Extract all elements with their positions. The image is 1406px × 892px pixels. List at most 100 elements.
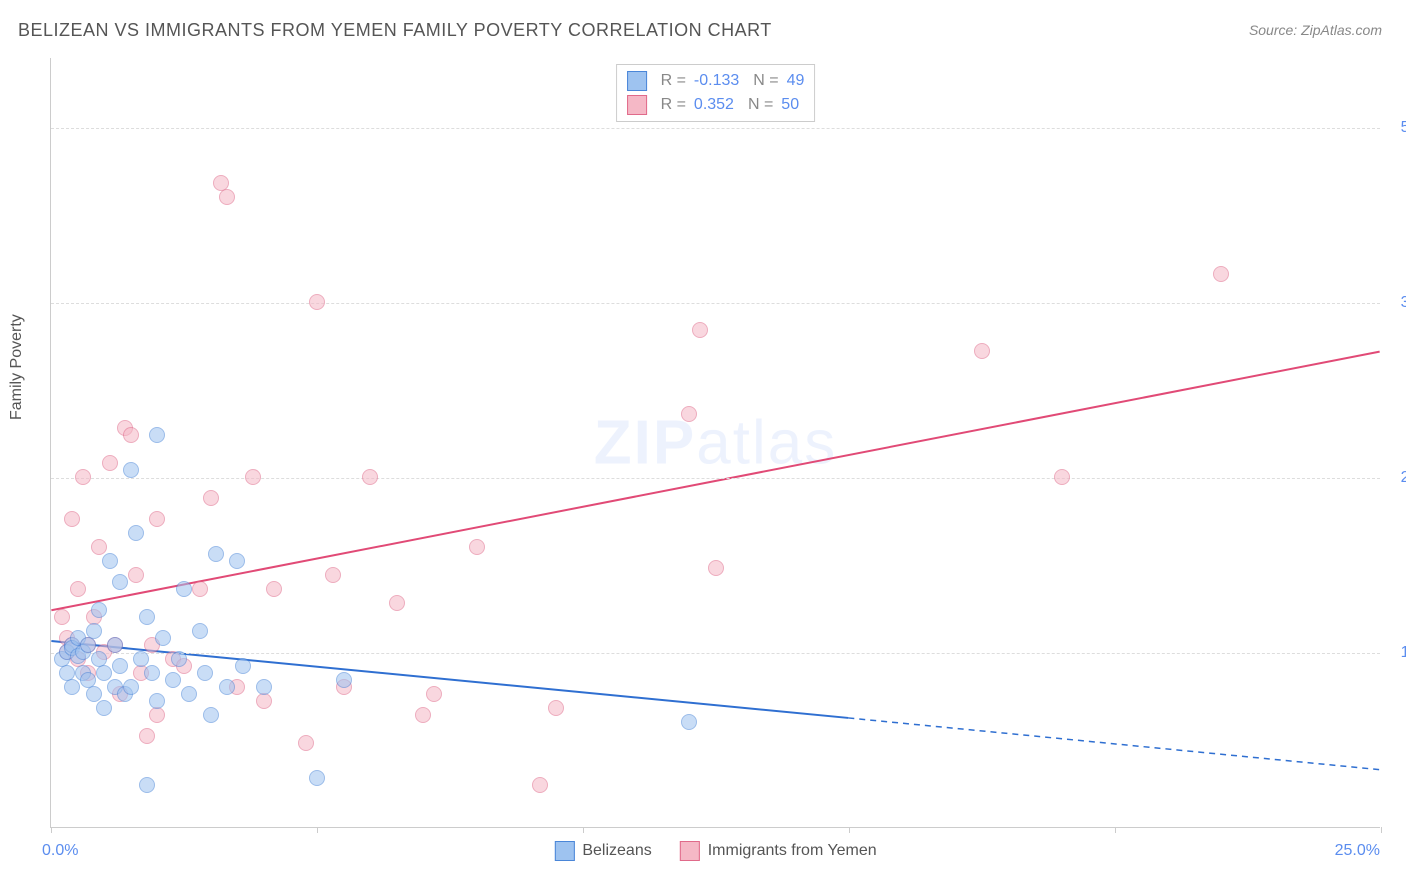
x-origin-label: 0.0% bbox=[42, 842, 78, 860]
scatter-point bbox=[102, 455, 118, 471]
legend-swatch-blue bbox=[627, 71, 647, 91]
scatter-point bbox=[80, 637, 96, 653]
scatter-point bbox=[102, 553, 118, 569]
scatter-point bbox=[70, 581, 86, 597]
gridline-h bbox=[51, 128, 1380, 129]
y-tick-label: 25.0% bbox=[1401, 469, 1406, 487]
legend-series: Belizeans Immigrants from Yemen bbox=[554, 841, 876, 861]
scatter-point bbox=[266, 581, 282, 597]
scatter-point bbox=[336, 672, 352, 688]
scatter-point bbox=[128, 567, 144, 583]
scatter-point bbox=[389, 595, 405, 611]
scatter-point bbox=[256, 679, 272, 695]
scatter-point bbox=[149, 427, 165, 443]
scatter-point bbox=[1213, 266, 1229, 282]
r-label: R = bbox=[661, 69, 686, 93]
scatter-point bbox=[64, 679, 80, 695]
y-tick-label: 12.5% bbox=[1401, 644, 1406, 662]
legend-swatch-blue-icon bbox=[554, 841, 574, 861]
scatter-point bbox=[86, 686, 102, 702]
chart-container: BELIZEAN VS IMMIGRANTS FROM YEMEN FAMILY… bbox=[0, 0, 1406, 892]
n-value-belizeans: 49 bbox=[787, 69, 805, 93]
source-attribution: Source: ZipAtlas.com bbox=[1249, 22, 1382, 38]
scatter-point bbox=[309, 770, 325, 786]
scatter-point bbox=[149, 707, 165, 723]
scatter-point bbox=[128, 525, 144, 541]
scatter-point bbox=[139, 777, 155, 793]
scatter-point bbox=[681, 406, 697, 422]
scatter-point bbox=[165, 672, 181, 688]
scatter-point bbox=[144, 665, 160, 681]
r-value-yemen: 0.352 bbox=[694, 93, 734, 117]
r-label: R = bbox=[661, 93, 686, 117]
scatter-point bbox=[681, 714, 697, 730]
scatter-point bbox=[91, 539, 107, 555]
scatter-point bbox=[176, 581, 192, 597]
scatter-point bbox=[203, 707, 219, 723]
x-tick bbox=[51, 827, 52, 833]
scatter-point bbox=[149, 693, 165, 709]
legend-item-belizeans: Belizeans bbox=[554, 841, 651, 861]
scatter-point bbox=[197, 665, 213, 681]
watermark: ZIPatlas bbox=[594, 407, 837, 478]
scatter-point bbox=[75, 469, 91, 485]
scatter-point bbox=[123, 679, 139, 695]
scatter-point bbox=[64, 511, 80, 527]
n-value-yemen: 50 bbox=[781, 93, 799, 117]
n-label: N = bbox=[748, 93, 773, 117]
y-tick-label: 50.0% bbox=[1401, 119, 1406, 137]
scatter-point bbox=[256, 693, 272, 709]
scatter-point bbox=[229, 553, 245, 569]
scatter-point bbox=[235, 658, 251, 674]
trend-line bbox=[848, 718, 1379, 770]
legend-swatch-pink bbox=[627, 95, 647, 115]
scatter-point bbox=[298, 735, 314, 751]
scatter-point bbox=[426, 686, 442, 702]
legend-stats: R = -0.133 N = 49 R = 0.352 N = 50 bbox=[616, 64, 816, 122]
scatter-point bbox=[107, 637, 123, 653]
scatter-point bbox=[192, 623, 208, 639]
scatter-point bbox=[203, 490, 219, 506]
scatter-point bbox=[86, 623, 102, 639]
scatter-point bbox=[208, 546, 224, 562]
trend-lines-svg bbox=[51, 58, 1380, 827]
scatter-point bbox=[219, 679, 235, 695]
x-tick bbox=[849, 827, 850, 833]
scatter-point bbox=[974, 343, 990, 359]
scatter-point bbox=[309, 294, 325, 310]
scatter-point bbox=[96, 665, 112, 681]
scatter-point bbox=[548, 700, 564, 716]
plot-area: ZIPatlas R = -0.133 N = 49 R = 0.352 N =… bbox=[50, 58, 1380, 828]
scatter-point bbox=[149, 511, 165, 527]
y-axis-label: Family Poverty bbox=[8, 314, 26, 420]
scatter-point bbox=[692, 322, 708, 338]
scatter-point bbox=[96, 700, 112, 716]
scatter-point bbox=[123, 462, 139, 478]
scatter-point bbox=[192, 581, 208, 597]
scatter-point bbox=[181, 686, 197, 702]
scatter-point bbox=[415, 707, 431, 723]
scatter-point bbox=[708, 560, 724, 576]
scatter-point bbox=[112, 658, 128, 674]
watermark-bold: ZIP bbox=[594, 408, 696, 477]
scatter-point bbox=[325, 567, 341, 583]
gridline-h bbox=[51, 303, 1380, 304]
x-tick bbox=[317, 827, 318, 833]
r-value-belizeans: -0.133 bbox=[694, 69, 739, 93]
scatter-point bbox=[112, 574, 128, 590]
x-tick bbox=[1115, 827, 1116, 833]
scatter-point bbox=[54, 609, 70, 625]
x-tick bbox=[1381, 827, 1382, 833]
scatter-point bbox=[123, 427, 139, 443]
scatter-point bbox=[469, 539, 485, 555]
scatter-point bbox=[139, 728, 155, 744]
y-tick-label: 37.5% bbox=[1401, 294, 1406, 312]
scatter-point bbox=[133, 651, 149, 667]
scatter-point bbox=[91, 602, 107, 618]
legend-stats-row-belizeans: R = -0.133 N = 49 bbox=[627, 69, 805, 93]
watermark-thin: atlas bbox=[696, 408, 837, 477]
scatter-point bbox=[219, 189, 235, 205]
scatter-point bbox=[155, 630, 171, 646]
scatter-point bbox=[171, 651, 187, 667]
x-tick bbox=[583, 827, 584, 833]
